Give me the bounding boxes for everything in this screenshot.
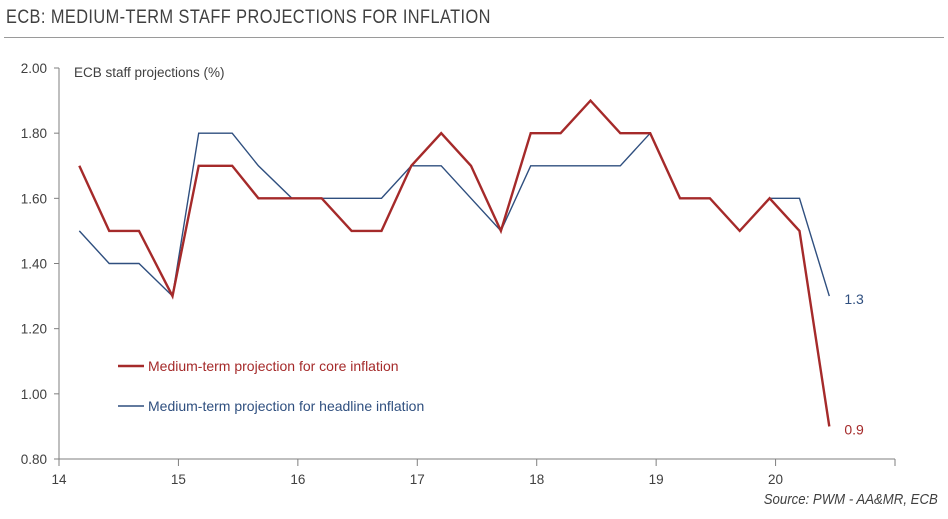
x-tick-label: 18 (529, 472, 544, 487)
x-tick-label: 15 (171, 472, 186, 487)
y-tick-label: 1.80 (21, 126, 47, 141)
x-tick-label: 20 (768, 472, 783, 487)
source-note: Source: PWM - AA&MR, ECB (763, 491, 938, 508)
x-tick-label: 17 (410, 472, 425, 487)
axes: 0.80 1.00 1.20 1.40 1.60 1.80 2.00 14 15 16 17 18 19… (21, 61, 896, 487)
end-label-core: 0.9 (844, 421, 864, 437)
x-tick-label: 14 (51, 472, 67, 487)
series-line-headline (78, 131, 830, 298)
y-axis-label: ECB staff projections (%) (74, 65, 225, 80)
y-tick-label: 1.20 (21, 322, 47, 337)
labels-layer: 0.9 1.3 (844, 291, 864, 437)
legend-label-core: Medium-term projection for core inflatio… (148, 358, 399, 374)
legend: Medium-term projection for core inflatio… (118, 358, 424, 414)
y-tick-label: 1.40 (21, 257, 47, 272)
title-divider (4, 37, 944, 38)
series-layer (78, 98, 831, 427)
y-tick-label: 0.80 (21, 452, 47, 467)
legend-label-headline: Medium-term projection for headline infl… (148, 398, 424, 414)
x-tick-label: 16 (290, 472, 305, 487)
end-label-headline: 1.3 (844, 291, 864, 307)
y-tick-label: 2.00 (21, 61, 47, 76)
series-line-core (78, 98, 831, 427)
y-tick-label: 1.60 (21, 191, 47, 206)
chart-title: ECB: MEDIUM-TERM STAFF PROJECTIONS FOR I… (6, 7, 491, 28)
y-tick-label: 1.00 (21, 387, 47, 402)
x-tick-label: 19 (649, 472, 664, 487)
